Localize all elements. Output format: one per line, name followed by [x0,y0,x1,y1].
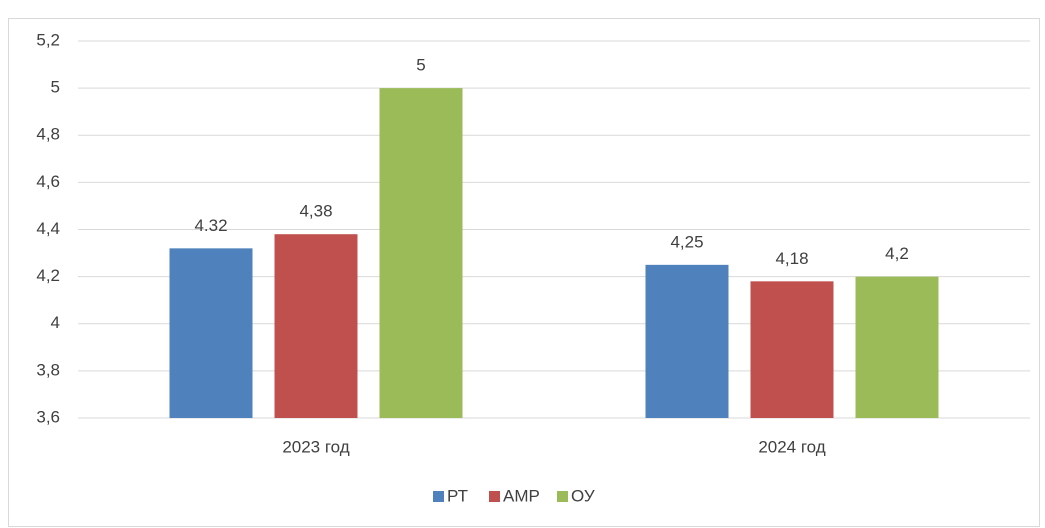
y-tick-label: 4 [51,313,60,332]
legend-label: АМР [503,486,540,505]
data-label: 4,25 [670,232,703,251]
bar [645,264,729,418]
bar [750,281,834,418]
bar [169,248,253,418]
y-tick-label: 4,4 [36,219,60,238]
data-label: 4.32 [194,216,227,235]
y-tick-label: 4,2 [36,266,60,285]
bar [855,276,939,418]
legend-swatch [489,491,500,502]
bar [379,88,463,418]
x-tick-label: 2023 год [282,437,349,456]
y-tick-label: 5 [51,78,60,97]
y-tick-label: 3,8 [36,360,60,379]
chart-border [8,18,1040,527]
x-tick-label: 2024 год [758,437,825,456]
legend-label: РТ [447,486,468,505]
legend-swatch [433,491,444,502]
legend-swatch [557,491,568,502]
legend-label: ОУ [571,486,595,505]
data-label: 4,38 [299,202,332,221]
data-label: 4,2 [885,244,909,263]
y-tick-label: 5,2 [36,30,60,49]
y-tick-label: 4,6 [36,172,60,191]
y-tick-label: 4,8 [36,125,60,144]
data-label: 4,18 [775,249,808,268]
bar [274,234,358,418]
y-tick-label: 3,6 [36,407,60,426]
data-label: 5 [416,56,425,75]
